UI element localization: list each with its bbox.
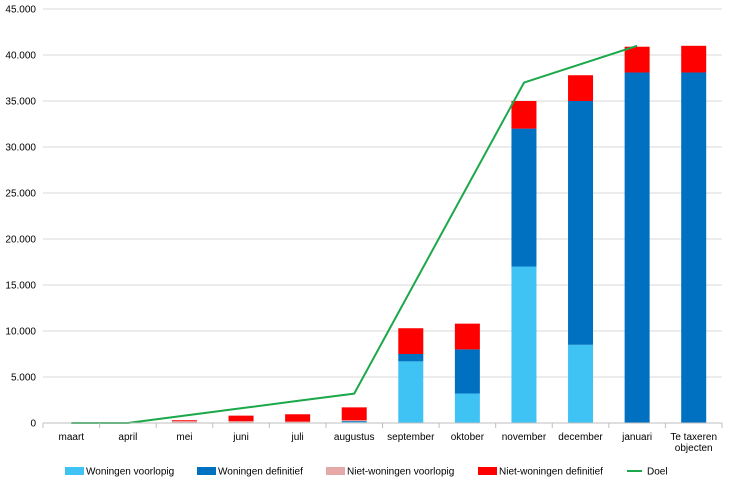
legend-swatch [197, 467, 216, 475]
bar-segment [454, 349, 480, 394]
bar-segment [511, 101, 537, 129]
x-tick-label: september [387, 432, 435, 443]
y-tick-label: 30.000 [5, 143, 36, 154]
legend-swatch [478, 467, 497, 475]
bar-segment [454, 393, 480, 423]
bar-segment [568, 75, 594, 101]
legend-label: Doel [647, 467, 668, 478]
bar-segment [624, 72, 650, 423]
y-tick-label: 45.000 [5, 5, 36, 16]
bar-segment [624, 46, 650, 73]
series-line [71, 44, 638, 424]
bar-segment [228, 421, 254, 423]
y-tick-label: 40.000 [5, 51, 36, 62]
legend-swatch [65, 467, 84, 475]
legend-swatch [326, 467, 345, 475]
bar-segment [568, 344, 594, 423]
y-tick-label: 5.000 [11, 373, 36, 384]
y-tick-label: 10.000 [5, 327, 36, 338]
bar-segment [568, 101, 594, 345]
legend-label: Woningen definitief [218, 467, 303, 478]
bars [171, 45, 707, 423]
bar-segment [511, 266, 537, 423]
legend-label: Niet-woningen definitief [499, 467, 603, 478]
x-tick-label: juli [291, 432, 304, 443]
x-tick-label: januari [621, 432, 652, 443]
x-tick-label: Te taxeren [670, 432, 717, 443]
x-tick-label: juni [232, 432, 249, 443]
bar-segment [398, 328, 424, 354]
x-tick-label: maart [59, 432, 85, 443]
legend-item: Doel [627, 467, 668, 478]
legend-item: Niet-woningen voorlopig [326, 467, 454, 478]
legend-label: Woningen voorlopig [86, 467, 174, 478]
bar-segment [511, 128, 537, 267]
y-tick-label: 25.000 [5, 189, 36, 200]
bar-segment [228, 415, 254, 422]
bar-segment [681, 45, 707, 73]
x-tick-label: mei [176, 432, 192, 443]
y-tick-label: 35.000 [5, 97, 36, 108]
y-axis: 0 5.000 10.000 15.000 20.000 25.000 30.000 35.0… [5, 5, 36, 430]
x-tick-label: oktober [451, 432, 485, 443]
y-tick-label: 20.000 [5, 235, 36, 246]
gridlines [43, 8, 722, 424]
bar-segment [341, 407, 367, 421]
legend-item: Niet-woningen definitief [478, 467, 603, 478]
bar-segment [285, 421, 311, 423]
x-axis: maart april mei juni juli augustus september ok… [42, 422, 723, 454]
bar-segment [341, 420, 367, 422]
bar-segment [398, 354, 424, 362]
x-tick-label: augustus [334, 432, 375, 443]
x-tick-label: november [502, 432, 547, 443]
target-line [71, 44, 638, 424]
bar-segment [681, 72, 707, 423]
y-tick-label: 15.000 [5, 281, 36, 292]
bar-segment [454, 323, 480, 350]
x-tick-label: objecten [675, 443, 713, 454]
x-tick-label: december [558, 432, 603, 443]
legend-item: Woningen definitief [197, 467, 303, 478]
x-tick-label: april [118, 432, 137, 443]
legend-item: Woningen voorlopig [65, 467, 174, 478]
legend: Woningen voorlopig Woningen definitief Nie… [65, 467, 668, 478]
bar-segment [171, 421, 197, 423]
bar-segment [341, 421, 367, 423]
y-tick-label: 0 [30, 419, 36, 430]
bar-segment [171, 420, 197, 422]
legend-label: Niet-woningen voorlopig [347, 467, 454, 478]
bar-segment [285, 414, 311, 422]
bar-segment [398, 361, 424, 423]
